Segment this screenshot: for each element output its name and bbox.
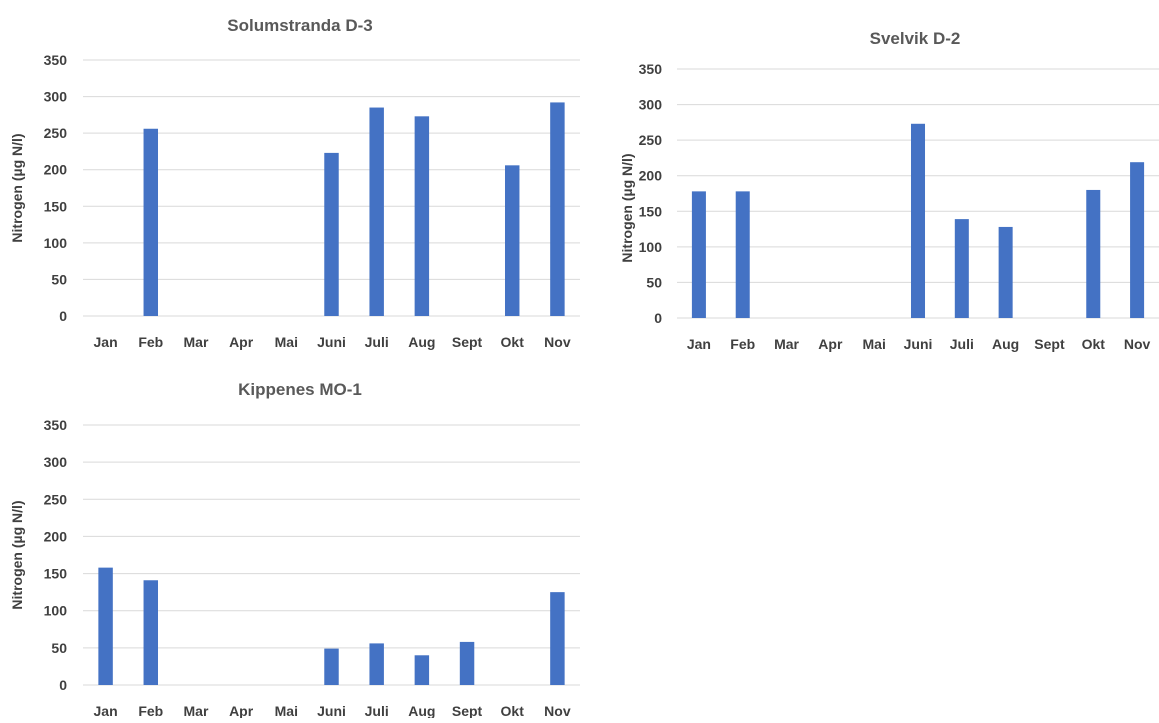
y-axis-title: Nitrogen (µg N/l) <box>9 133 25 242</box>
x-tick-label: Aug <box>992 336 1019 352</box>
bar <box>459 641 475 685</box>
chart-title: Svelvik D-2 <box>870 29 961 48</box>
x-tick-label: Feb <box>138 334 163 350</box>
y-tick-label: 0 <box>59 677 67 693</box>
x-tick-label: Feb <box>138 703 163 718</box>
chart-solumstranda: Solumstranda D-3 Nitrogen (µg N/l) 0 50 10… <box>0 0 585 360</box>
y-tick-label: 200 <box>44 162 68 178</box>
x-tick-label: Okt <box>501 703 525 718</box>
y-tick-label: 100 <box>44 235 68 251</box>
x-tick-label: Mar <box>774 336 799 352</box>
bar <box>143 128 159 316</box>
bar <box>550 592 565 685</box>
y-tick-label: 100 <box>44 603 68 619</box>
y-tick-label: 150 <box>639 203 663 219</box>
y-tick-label: 250 <box>639 132 663 148</box>
bar <box>998 226 1013 318</box>
chart-kippenes: Kippenes MO-1 Nitrogen (µg N/l) 0 50 100 15… <box>0 368 585 719</box>
chart-title: Solumstranda D-3 <box>227 16 372 35</box>
x-tick-label: Jan <box>94 334 118 350</box>
y-tick-label: 300 <box>44 89 68 105</box>
y-tick-label: 200 <box>639 168 663 184</box>
x-tick-label: Feb <box>730 336 755 352</box>
chart-svg: Kippenes MO-1 Nitrogen (µg N/l) 0 50 100 15… <box>9 380 580 719</box>
y-tick-label: 150 <box>44 198 68 214</box>
y-tick-label: 350 <box>639 61 663 77</box>
bar <box>369 643 384 685</box>
bar <box>735 191 750 318</box>
bar <box>910 123 926 318</box>
x-tick-label: Jan <box>94 703 118 718</box>
x-tick-label: Sept <box>452 334 483 350</box>
y-axis-title: Nitrogen (µg N/l) <box>619 153 635 262</box>
x-tick-label: Sept <box>452 703 483 718</box>
x-tick-label: Nov <box>1124 336 1151 352</box>
x-tick-label: Apr <box>818 336 843 352</box>
y-axis-title: Nitrogen (µg N/l) <box>9 500 25 609</box>
bar <box>98 567 113 685</box>
bar <box>143 580 159 685</box>
bar <box>369 107 384 317</box>
bar <box>954 219 969 318</box>
bar <box>550 102 565 317</box>
x-tick-label: Juli <box>365 703 389 718</box>
x-tick-label: Nov <box>544 334 571 350</box>
chart-svg: Svelvik D-2 Nitrogen (µg N/l) 0 50 100 150 2… <box>619 29 1159 352</box>
y-tick-label: 350 <box>44 417 68 433</box>
x-tick-label: Okt <box>1082 336 1106 352</box>
x-tick-label: Juni <box>904 336 933 352</box>
x-tick-label: Apr <box>229 703 254 718</box>
y-tick-label: 0 <box>654 310 662 326</box>
bar <box>414 655 430 685</box>
y-tick-label: 150 <box>44 566 68 582</box>
x-tick-label: Mai <box>275 334 298 350</box>
x-tick-label: Mar <box>184 703 209 718</box>
y-tick-label: 350 <box>44 52 68 68</box>
x-tick-label: Juli <box>950 336 974 352</box>
y-tick-label: 50 <box>51 271 67 287</box>
x-tick-label: Juli <box>365 334 389 350</box>
y-tick-label: 100 <box>639 239 663 255</box>
bar <box>414 116 430 316</box>
x-tick-label: Nov <box>544 703 571 718</box>
x-tick-label: Okt <box>501 334 525 350</box>
plot-area: 0 50 100 150 200 250 300 350 Jan Feb Mar Apr Mai Juni… <box>44 417 580 719</box>
x-tick-label: Aug <box>408 703 435 718</box>
bar <box>324 152 339 316</box>
y-tick-label: 300 <box>44 454 68 470</box>
x-tick-label: Mai <box>863 336 886 352</box>
x-tick-label: Sept <box>1034 336 1065 352</box>
bar <box>691 191 706 318</box>
plot-area: 0 50 100 150 200 250 300 350 Jan Feb Mar Apr Mai Juni… <box>639 61 1159 352</box>
x-tick-label: Mar <box>184 334 209 350</box>
y-tick-label: 250 <box>44 491 68 507</box>
x-tick-label: Aug <box>408 334 435 350</box>
chart-title: Kippenes MO-1 <box>238 380 362 399</box>
bar <box>504 165 520 316</box>
y-tick-label: 300 <box>639 97 663 113</box>
x-tick-label: Mai <box>275 703 298 718</box>
y-tick-label: 200 <box>44 528 68 544</box>
x-tick-label: Apr <box>229 334 254 350</box>
plot-area: 0 50 100 150 200 250 300 350 Jan Feb Mar Apr Mai Juni… <box>44 52 580 350</box>
y-tick-label: 50 <box>646 274 662 290</box>
chart-svg: Solumstranda D-3 Nitrogen (µg N/l) 0 50 10… <box>9 16 580 350</box>
x-tick-label: Jan <box>687 336 711 352</box>
bar <box>1086 189 1101 318</box>
bar <box>324 648 339 685</box>
y-tick-label: 50 <box>51 640 67 656</box>
x-tick-label: Juni <box>317 703 346 718</box>
chart-svelvik: Svelvik D-2 Nitrogen (µg N/l) 0 50 100 150 2… <box>615 15 1159 360</box>
x-tick-label: Juni <box>317 334 346 350</box>
y-tick-label: 0 <box>59 308 67 324</box>
bar <box>1130 162 1145 318</box>
y-tick-label: 250 <box>44 125 68 141</box>
